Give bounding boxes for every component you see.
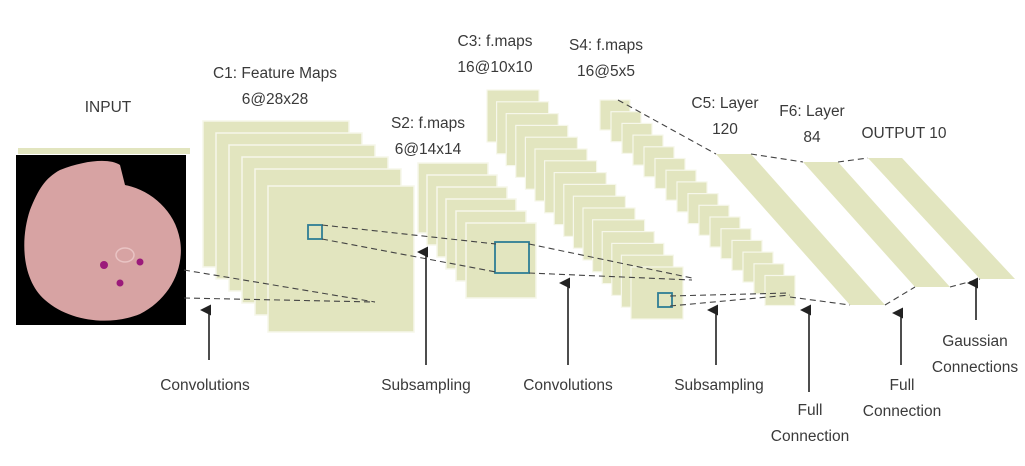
feature-map bbox=[630, 266, 684, 320]
output-name-label: OUTPUT 10 bbox=[862, 125, 947, 142]
input-top-strip bbox=[18, 148, 190, 154]
op-caption-4: Subsampling bbox=[674, 377, 764, 394]
op-caption-7-line-1: Gaussian bbox=[942, 333, 1007, 350]
op-caption-1: Convolutions bbox=[160, 377, 250, 394]
operation-arrows bbox=[200, 246, 979, 392]
op-caption-6-line-2: Connection bbox=[863, 403, 941, 420]
c1-name-label: C1: Feature Maps bbox=[213, 65, 337, 82]
c5-layer-bar bbox=[716, 154, 885, 305]
c1-receptive-field-box bbox=[307, 224, 323, 240]
s2-name-label: S2: f.maps bbox=[391, 115, 465, 132]
c1-feature-maps bbox=[202, 120, 415, 333]
input-label: INPUT bbox=[85, 99, 132, 116]
s4-feature-maps bbox=[599, 99, 796, 308]
s2-shape-label: 6@14x14 bbox=[395, 141, 462, 158]
feature-map bbox=[764, 274, 796, 307]
s4-receptive-field-box bbox=[657, 292, 673, 308]
c3-name-label: C3: f.maps bbox=[458, 33, 533, 50]
operation-captions: Convolutions Subsampling Convolutions Su… bbox=[160, 333, 1018, 445]
output-layer-bar bbox=[868, 158, 1015, 279]
op-caption-5-line-2: Connection bbox=[771, 428, 849, 445]
s4-name-label: S4: f.maps bbox=[569, 37, 643, 54]
c3-feature-maps bbox=[486, 89, 684, 320]
c1-shape-label: 6@28x28 bbox=[242, 91, 309, 108]
fc-layers bbox=[716, 154, 1015, 305]
op-caption-7-line-2: Connections bbox=[932, 359, 1018, 376]
layer-labels: INPUT C1: Feature Maps 6@28x28 S2: f.map… bbox=[85, 33, 947, 158]
op-caption-5-line-1: Full bbox=[798, 402, 823, 419]
blood-cell-icon bbox=[24, 160, 181, 321]
c5-shape-label: 120 bbox=[712, 121, 738, 138]
s2-feature-maps bbox=[417, 162, 537, 299]
feature-map bbox=[267, 185, 415, 333]
feature-map bbox=[465, 222, 537, 299]
f6-layer-bar bbox=[803, 162, 950, 287]
op-caption-6-line-1: Full bbox=[890, 377, 915, 394]
op-caption-3: Convolutions bbox=[523, 377, 613, 394]
f6-name-label: F6: Layer bbox=[779, 103, 844, 120]
c5-name-label: C5: Layer bbox=[691, 95, 758, 112]
s2-receptive-field-box bbox=[494, 241, 530, 274]
op-caption-2: Subsampling bbox=[381, 377, 471, 394]
c3-shape-label: 16@10x10 bbox=[457, 59, 533, 76]
f6-shape-label: 84 bbox=[803, 129, 821, 146]
s4-shape-label: 16@5x5 bbox=[577, 63, 635, 80]
input-image bbox=[16, 148, 190, 325]
